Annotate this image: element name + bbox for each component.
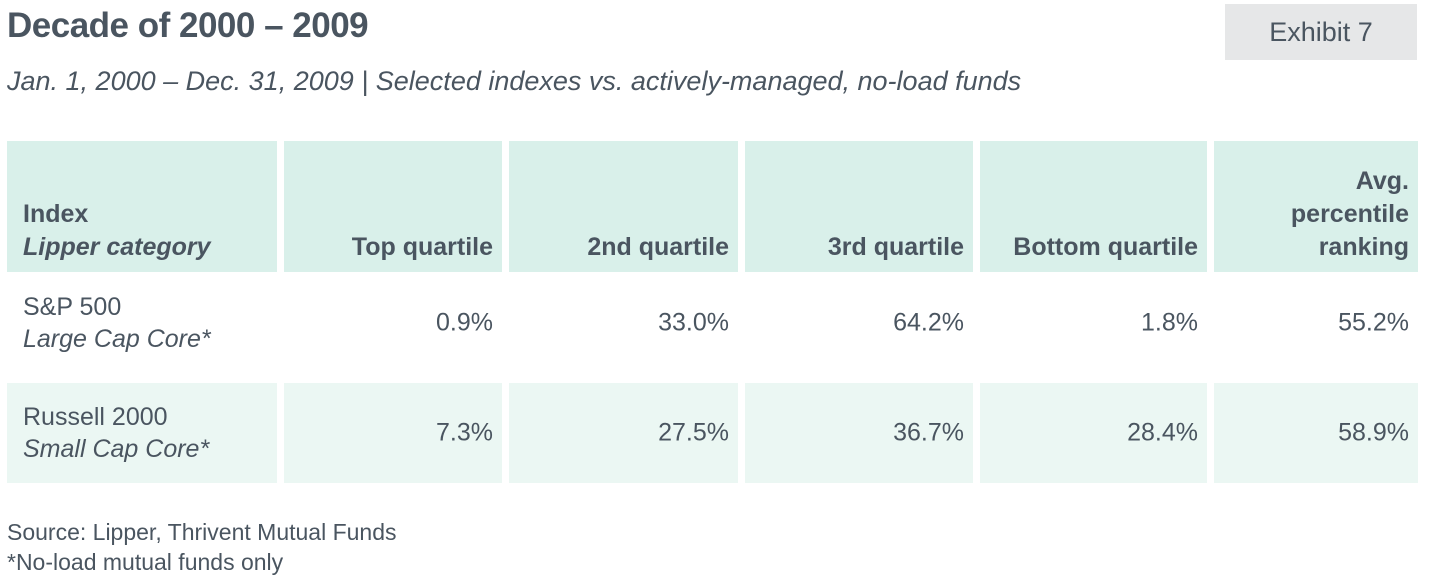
row-category-name: Small Cap Core*: [23, 435, 210, 463]
page-title: Decade of 2000 – 2009: [7, 6, 369, 45]
row-third-cell: 36.7%: [745, 383, 973, 483]
row-bottom-value: 1.8%: [1141, 308, 1198, 336]
row-bottom-cell: 28.4%: [980, 383, 1207, 483]
row-top-value: 0.9%: [436, 308, 493, 336]
header-second-quartile-label: 2nd quartile: [587, 233, 729, 261]
row-third-value: 64.2%: [893, 308, 964, 336]
row-avg-value: 58.9%: [1338, 418, 1409, 447]
page-subtitle: Jan. 1, 2000 – Dec. 31, 2009 | Selected …: [7, 66, 1022, 96]
row-index-name: S&P 500: [23, 292, 122, 321]
header-index-cell: Index Lipper category: [7, 141, 277, 272]
header-avg-line1: Avg.: [1355, 167, 1409, 195]
row-second-cell: 27.5%: [509, 383, 738, 483]
header-lipper-label: Lipper category: [23, 233, 211, 261]
row-avg-cell: 58.9%: [1214, 383, 1418, 483]
header-third-quartile-cell: 3rd quartile: [745, 141, 973, 272]
row-top-cell: 0.9%: [284, 272, 502, 373]
footnotes: Source: Lipper, Thrivent Mutual Funds *N…: [7, 517, 397, 577]
table-row: S&P 500 Large Cap Core* 0.9% 33.0% 64.2%…: [7, 272, 1418, 373]
header-third-quartile-label: 3rd quartile: [827, 233, 964, 261]
header-top-quartile-cell: Top quartile: [284, 141, 502, 272]
header-index-label: Index: [23, 200, 89, 228]
header-avg-percentile-cell: Avg. percentile ranking: [1214, 141, 1418, 272]
row-second-value: 27.5%: [658, 418, 729, 447]
row-second-cell: 33.0%: [509, 272, 738, 373]
row-top-cell: 7.3%: [284, 383, 502, 483]
header-bottom-quartile-cell: Bottom quartile: [980, 141, 1207, 272]
table-row: Russell 2000 Small Cap Core* 7.3% 27.5% …: [7, 383, 1418, 483]
row-avg-value: 55.2%: [1338, 308, 1409, 336]
header-second-quartile-cell: 2nd quartile: [509, 141, 738, 272]
header-bottom-quartile-label: Bottom quartile: [1013, 233, 1198, 261]
asterisk-note: *No-load mutual funds only: [7, 549, 284, 575]
row-avg-cell: 55.2%: [1214, 272, 1418, 373]
row-category-name: Large Cap Core*: [23, 324, 211, 353]
row-bottom-value: 28.4%: [1127, 418, 1198, 447]
row-bottom-cell: 1.8%: [980, 272, 1207, 373]
row-index-name: Russell 2000: [23, 403, 168, 431]
header-top-quartile-label: Top quartile: [351, 233, 493, 261]
exhibit-badge: Exhibit 7: [1225, 4, 1417, 60]
row-top-value: 7.3%: [436, 418, 493, 447]
row-third-cell: 64.2%: [745, 272, 973, 373]
header-avg-line2: percentile: [1290, 200, 1409, 228]
row-second-value: 33.0%: [658, 308, 729, 336]
source-note: Source: Lipper, Thrivent Mutual Funds: [7, 519, 397, 545]
row-third-value: 36.7%: [893, 418, 964, 447]
row-index-cell: S&P 500 Large Cap Core*: [7, 272, 277, 373]
header-avg-percentile-label: Avg. percentile ranking: [1291, 165, 1409, 264]
header-avg-line3: ranking: [1318, 233, 1409, 261]
row-index-cell: Russell 2000 Small Cap Core*: [7, 383, 277, 483]
